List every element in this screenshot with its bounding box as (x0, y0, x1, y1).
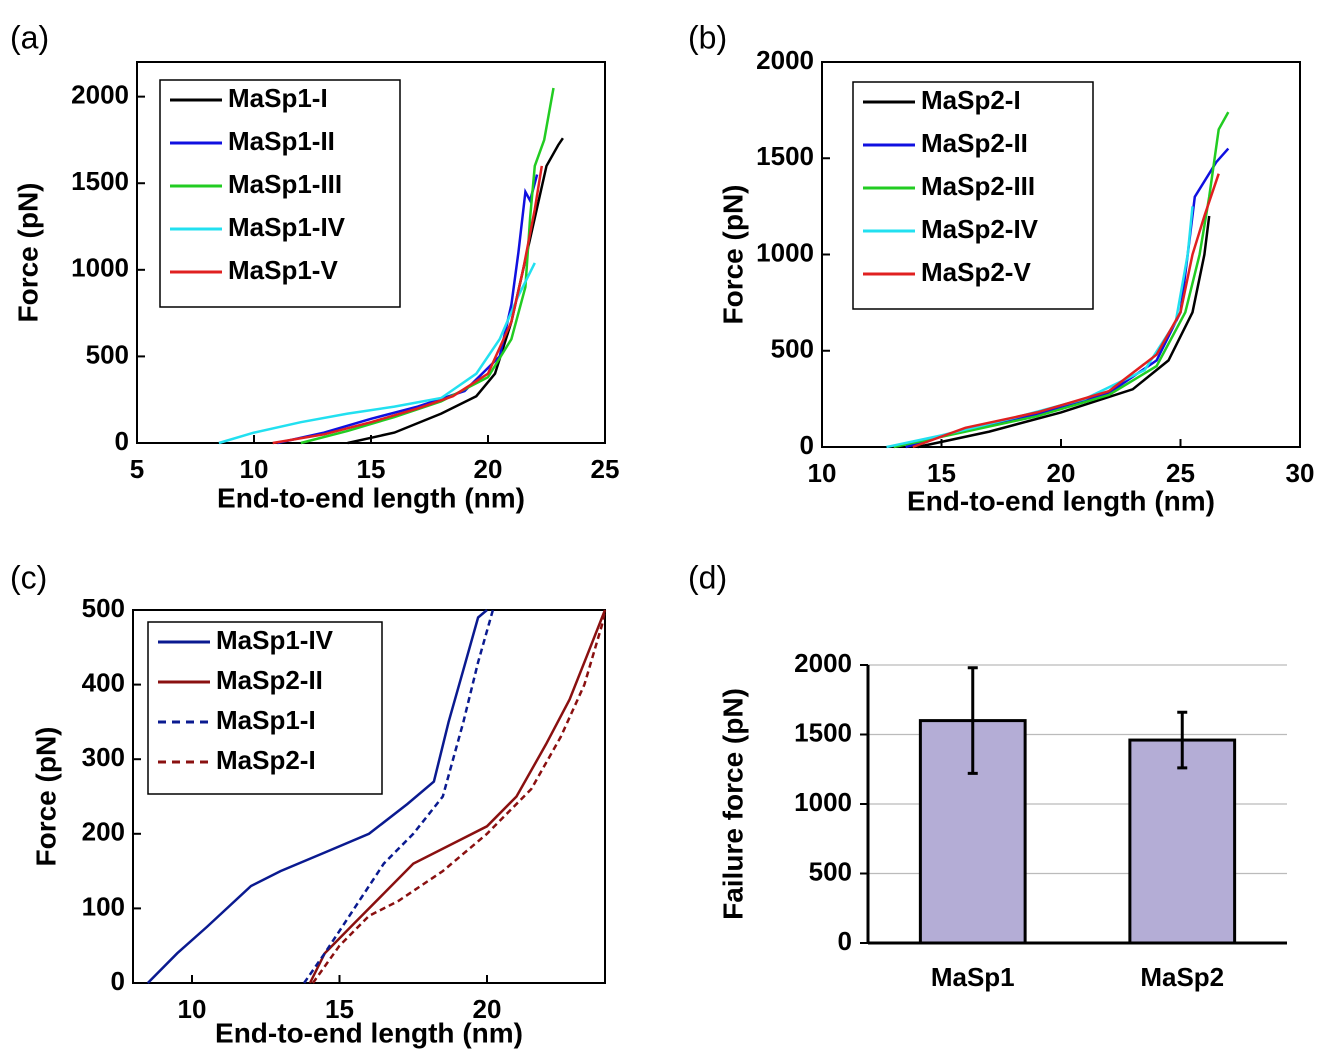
data-line (311, 609, 607, 984)
legend-box (159, 79, 401, 308)
data-line (303, 609, 495, 984)
y-axis-label: Force (pN) (30, 727, 61, 867)
x-tick-label: 5 (130, 454, 144, 484)
panel-label: (c) (10, 559, 47, 595)
x-axis-label: End-to-end length (nm) (907, 485, 1215, 516)
y-tick-label: 0 (115, 426, 129, 456)
legend-label: MaSp2-II (216, 665, 323, 695)
data-line (272, 165, 544, 445)
panel-label: (a) (10, 19, 49, 55)
x-tick-label: 20 (1047, 458, 1076, 488)
legend-label: MaSp1-I (228, 83, 328, 113)
y-tick-label: 500 (82, 593, 125, 623)
legend-label: MaSp1-IV (228, 212, 346, 242)
y-tick-label: 0 (800, 430, 814, 460)
legend-label: MaSp2-V (921, 257, 1031, 287)
legend-label: MaSp2-I (921, 85, 1021, 115)
legend-label: MaSp2-II (921, 128, 1028, 158)
legend-label: MaSp2-IV (921, 214, 1039, 244)
legend-label: MaSp1-I (216, 705, 316, 735)
y-tick-label: 2000 (794, 648, 852, 678)
y-tick-label: 500 (86, 339, 129, 369)
x-tick-label: 25 (1166, 458, 1195, 488)
x-tick-label: 30 (1286, 458, 1315, 488)
legend-label: MaSp1-III (228, 169, 342, 199)
bar (1128, 738, 1237, 945)
legend-box (852, 81, 1094, 310)
data-line (218, 262, 536, 445)
data-line (912, 173, 1220, 449)
x-tick-label: 25 (591, 454, 620, 484)
panel-label: (b) (688, 19, 727, 55)
y-tick-label: 100 (82, 891, 125, 921)
y-axis-label: Force (pN) (717, 185, 748, 325)
x-axis-label: End-to-end length (nm) (215, 1017, 523, 1048)
legend-box (147, 621, 383, 795)
data-line (917, 215, 1211, 449)
y-tick-label: 300 (82, 742, 125, 772)
y-tick-label: 1000 (794, 787, 852, 817)
y-axis-label: Failure force (pN) (717, 688, 748, 920)
y-tick-label: 2000 (756, 45, 814, 75)
legend-label: MaSp1-IV (216, 625, 334, 655)
y-tick-label: 500 (771, 334, 814, 364)
y-axis-label: Force (pN) (12, 183, 43, 323)
x-axis-label: End-to-end length (nm) (217, 482, 525, 513)
y-tick-label: 0 (111, 966, 125, 996)
error-bar (967, 666, 978, 775)
data-line (893, 111, 1230, 449)
error-bar (1177, 710, 1188, 770)
data-line (146, 609, 488, 984)
y-tick-label: 500 (809, 856, 852, 886)
data-line (300, 87, 555, 445)
y-tick-label: 1000 (71, 253, 129, 283)
legend-label: MaSp2-I (216, 745, 316, 775)
y-tick-label: 1500 (756, 141, 814, 171)
x-tick-label: MaSp2 (1140, 962, 1224, 992)
x-tick-label: MaSp1 (931, 962, 1015, 992)
plot-frame (132, 609, 606, 984)
y-tick-label: 400 (82, 667, 125, 697)
x-tick-label: 20 (473, 994, 502, 1024)
x-tick-label: 15 (357, 454, 386, 484)
legend-label: MaSp1-V (228, 255, 338, 285)
y-tick-label: 2000 (71, 80, 129, 110)
y-tick-label: 0 (838, 926, 852, 956)
panel-label: (d) (688, 559, 727, 595)
y-tick-label: 200 (82, 817, 125, 847)
y-tick-label: 1500 (71, 166, 129, 196)
legend-label: MaSp1-II (228, 126, 335, 156)
x-tick-label: 15 (325, 994, 354, 1024)
x-tick-label: 10 (808, 458, 837, 488)
y-tick-label: 1000 (756, 237, 814, 267)
x-tick-label: 10 (240, 454, 269, 484)
x-tick-label: 20 (474, 454, 503, 484)
x-tick-label: 15 (927, 458, 956, 488)
legend-label: MaSp2-III (921, 171, 1035, 201)
y-tick-label: 1500 (794, 717, 852, 747)
x-tick-label: 10 (178, 994, 207, 1024)
data-line (308, 609, 607, 984)
